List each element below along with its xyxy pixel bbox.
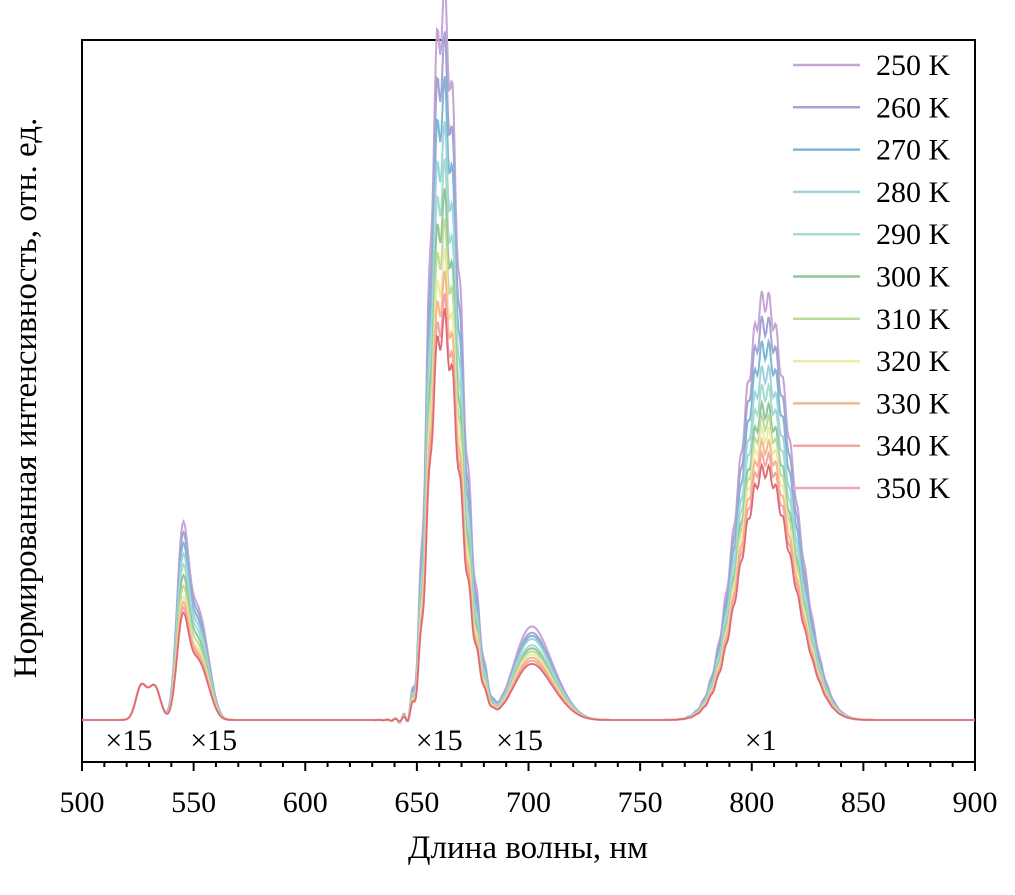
scale-annotation: ×15 (496, 724, 543, 757)
x-tick-label: 850 (841, 786, 886, 819)
x-tick-label: 650 (394, 786, 439, 819)
y-axis-title: Нормированная интенсивность, отн. ед. (8, 118, 44, 679)
annotations: ×15 ×15 ×15 ×15 ×1 (105, 724, 776, 757)
series-line-260-k (82, 31, 975, 724)
legend-label: 310 K (876, 303, 951, 336)
series-layer (82, 0, 975, 724)
x-tick-label: 900 (953, 786, 998, 819)
legend-label: 300 K (876, 261, 951, 294)
legend-label: 260 K (876, 91, 951, 124)
series-line-340-k (82, 293, 975, 723)
x-tick-label: 600 (283, 786, 328, 819)
scale-annotation: ×15 (416, 724, 463, 757)
x-axis-title: Длина волны, нм (408, 830, 648, 866)
x-tick-label: 750 (618, 786, 663, 819)
scale-annotation: ×15 (105, 724, 152, 757)
scale-annotation: ×15 (190, 724, 237, 757)
legend-label: 270 K (876, 134, 951, 167)
legend-label: 290 K (876, 218, 951, 251)
series-line-overlay (82, 308, 975, 723)
legend-label: 280 K (876, 176, 951, 209)
scale-annotation: ×1 (745, 724, 777, 757)
legend-label: 340 K (876, 430, 951, 463)
legend-label: 330 K (876, 387, 951, 420)
x-tick-label: 550 (171, 786, 216, 819)
series-line-280-k (82, 121, 975, 724)
legend: 250 K 260 K 270 K 280 K 290 K 300 K 310 K 320 K… (793, 49, 951, 505)
x-tick-label: 500 (60, 786, 105, 819)
x-tick-label: 700 (506, 786, 551, 819)
series-line-270-k (82, 76, 975, 724)
x-axis-ticks: 500 550 600 650 700 750 800 850 900 (60, 762, 998, 819)
legend-label: 250 K (876, 49, 951, 82)
x-tick-label: 800 (729, 786, 774, 819)
legend-label: 350 K (876, 472, 951, 505)
series-line-330-k (82, 270, 975, 723)
series-line-300-k (82, 188, 975, 723)
legend-label: 320 K (876, 345, 951, 378)
